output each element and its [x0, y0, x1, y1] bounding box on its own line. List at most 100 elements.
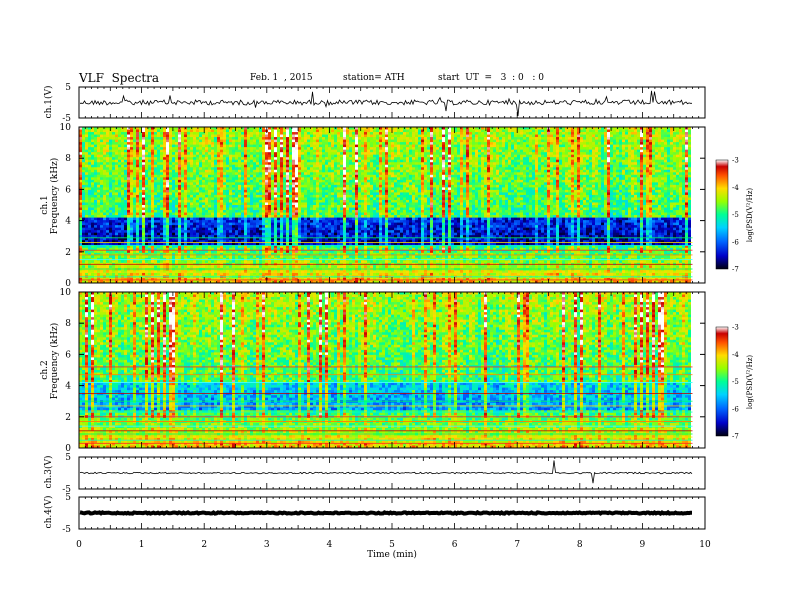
spectrogram-cell [169, 192, 172, 195]
spectrogram-cell [139, 175, 142, 178]
spectrogram-cell [316, 177, 319, 180]
spectrogram-cell [298, 260, 301, 263]
spectrogram-cell [208, 162, 211, 165]
spectrogram-cell [286, 205, 289, 208]
spectrogram-cell [301, 220, 304, 223]
spectrogram-cell [277, 145, 280, 148]
spectrogram-cell [118, 228, 121, 231]
spectrogram-cell [109, 260, 112, 263]
spectrogram-cell [271, 135, 274, 138]
spectrogram-cell [199, 195, 202, 198]
spectrogram-cell [226, 132, 229, 135]
spectrogram-cell [112, 200, 115, 203]
spectrogram-cell [232, 170, 235, 173]
spectrogram-cell [139, 160, 142, 163]
spectrogram-cell [160, 202, 163, 205]
ch1-ylabel: ch.1(V) [43, 86, 54, 119]
spectrogram-cell [100, 152, 103, 155]
spectrogram-cell [205, 225, 208, 228]
spectrogram-cell [280, 180, 283, 183]
spectrogram-cell [127, 132, 130, 135]
spectrogram-cell [151, 150, 154, 153]
spectrogram-cell [277, 218, 280, 221]
spectrogram-cell [313, 155, 316, 158]
spectrogram-cell [124, 218, 127, 221]
spectrogram-cell [127, 147, 130, 150]
spectrogram-cell [274, 162, 277, 165]
spectrogram-cell [175, 150, 178, 153]
spectrogram-cell [310, 215, 313, 218]
spectrogram-cell [202, 205, 205, 208]
spectrogram-cell [103, 177, 106, 180]
spectrogram-cell [172, 185, 175, 188]
spectrogram-cell [244, 223, 247, 226]
spectrogram-cell [88, 137, 91, 140]
spectrogram-cell [280, 152, 283, 155]
spectrogram-cell [169, 195, 172, 198]
spectrogram-cell [286, 152, 289, 155]
spectrogram-cell [184, 187, 187, 190]
spectrogram-cell [310, 223, 313, 226]
spectrogram-cell [265, 202, 268, 205]
spectrogram-cell [154, 265, 157, 268]
spectrogram-cell [160, 250, 163, 253]
spectrogram-cell [97, 157, 100, 160]
spectrogram-cell [160, 160, 163, 163]
spectrogram-cell [286, 260, 289, 263]
spectrogram-cell [106, 180, 109, 183]
spectrogram-cell [196, 250, 199, 253]
spectrogram-cell [190, 205, 193, 208]
spectrogram-cell [217, 167, 220, 170]
spectrogram-cell [286, 223, 289, 226]
spectrogram-cell [154, 160, 157, 163]
spectrogram-cell [133, 162, 136, 165]
spectrogram-cell [157, 278, 160, 281]
spectrogram-cell [148, 215, 151, 218]
spectrogram-cell [94, 197, 97, 200]
spectrogram-cell [220, 278, 223, 281]
spectrogram-cell [232, 228, 235, 231]
spectrogram-cell [109, 225, 112, 228]
spectrogram-cell [211, 255, 214, 258]
spectrogram-cell [268, 172, 271, 175]
spectrogram-cell [172, 162, 175, 165]
spectrogram-cell [259, 135, 262, 138]
spectrogram-cell [118, 265, 121, 268]
spectrogram-cell [187, 265, 190, 268]
spectrogram-cell [247, 180, 250, 183]
spectrogram-cell [121, 190, 124, 193]
spectrogram-cell [307, 140, 310, 143]
spectrogram-cell [130, 208, 133, 211]
spectrogram-cell [304, 233, 307, 236]
spectrogram-cell [280, 250, 283, 253]
spectrogram-cell [268, 132, 271, 135]
spectrogram-cell [292, 140, 295, 143]
spectrogram-cell [220, 160, 223, 163]
spectrogram-cell [298, 223, 301, 226]
spectrogram-cell [289, 202, 292, 205]
spectrogram-cell [211, 223, 214, 226]
spectrogram-cell [124, 157, 127, 160]
spectrogram-cell [130, 167, 133, 170]
spectrogram-cell [313, 278, 316, 281]
spectrogram-cell [193, 145, 196, 148]
spectrogram-cell [217, 170, 220, 173]
spectrogram-cell [136, 233, 139, 236]
spectrogram-cell [220, 170, 223, 173]
spectrogram-cell [88, 218, 91, 221]
spectrogram-cell [106, 192, 109, 195]
spectrogram-cell [220, 250, 223, 253]
spectrogram-cell [94, 165, 97, 168]
spectrogram-cell [253, 172, 256, 175]
spectrogram-cell [136, 228, 139, 231]
spectrogram-cell [271, 155, 274, 158]
spectrogram-cell [247, 220, 250, 223]
spectrogram-cell [202, 190, 205, 193]
spectrogram-cell [100, 165, 103, 168]
spectrogram-cell [190, 160, 193, 163]
spectrogram-cell [295, 130, 298, 133]
spectrogram-cell [121, 230, 124, 233]
spectrogram-cell [313, 218, 316, 221]
spectrogram-cell [211, 132, 214, 135]
spectrogram-cell [97, 130, 100, 133]
